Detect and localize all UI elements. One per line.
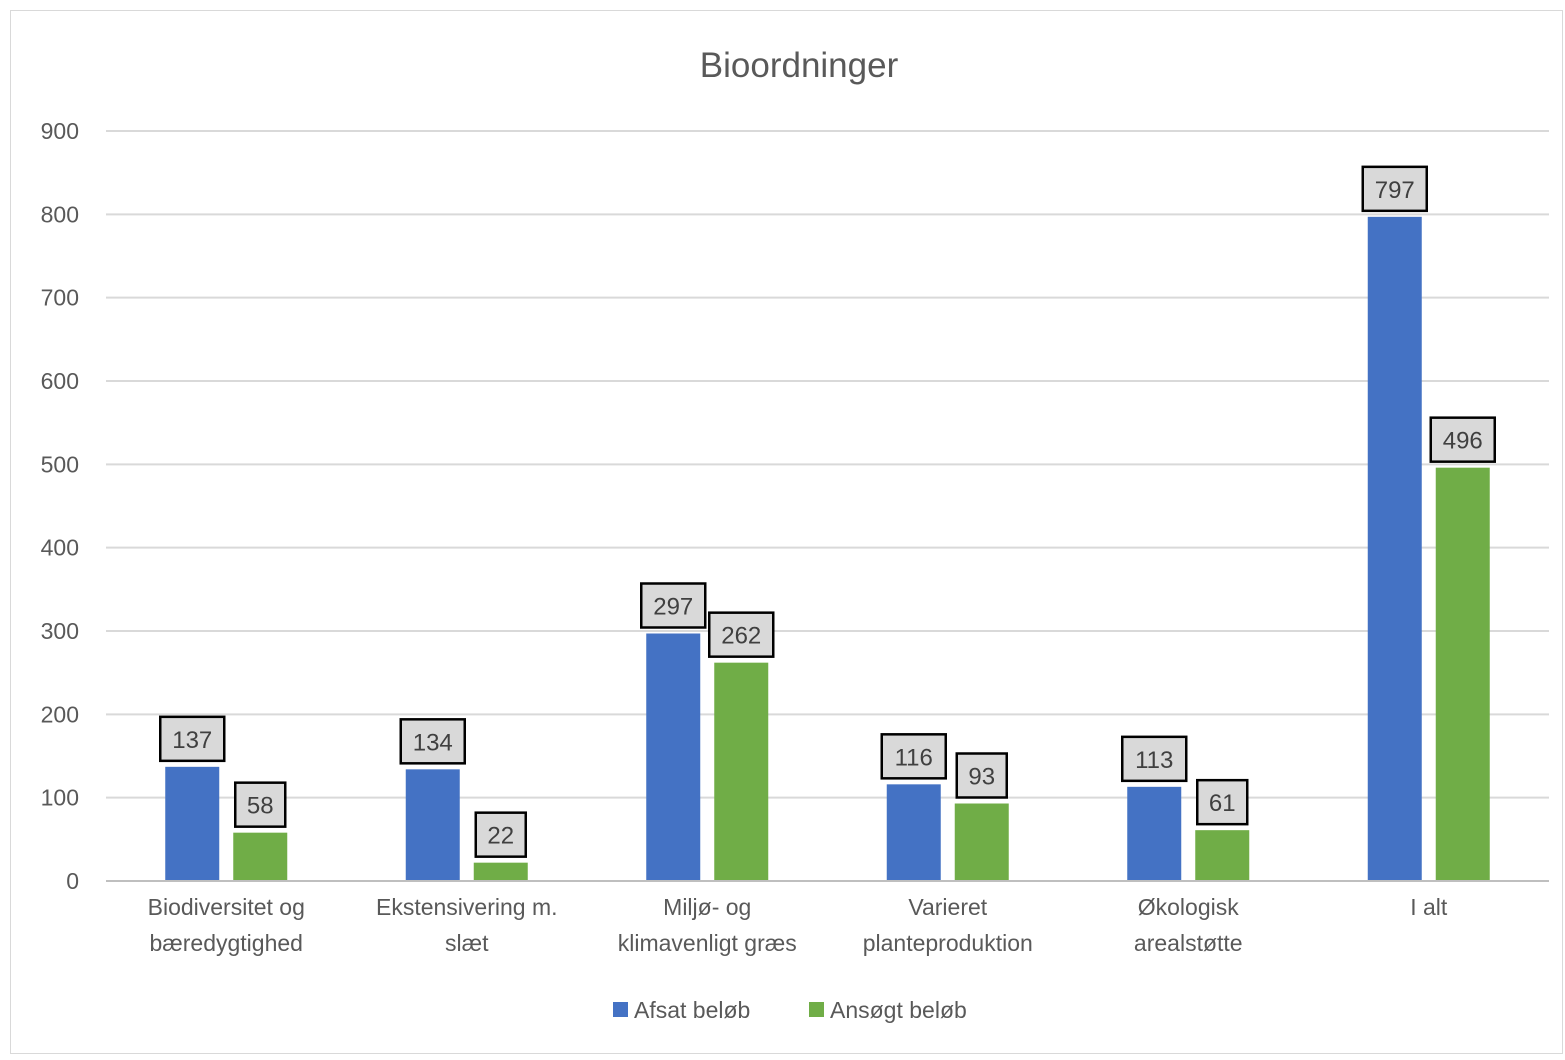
data-label-box xyxy=(1361,165,1428,213)
x-category-label: Biodiversitet og xyxy=(148,894,305,920)
data-label-value: 262 xyxy=(721,623,761,650)
y-tick-label: 600 xyxy=(41,368,79,394)
data-label: 58 xyxy=(234,781,287,828)
x-category-label: Økologisk xyxy=(1138,894,1239,920)
data-label-box xyxy=(880,733,947,780)
data-label-value: 22 xyxy=(487,823,514,850)
y-tick-label: 700 xyxy=(41,285,79,311)
data-labels: 137 58 134 22 297 262 116 93 113 61 797 496 xyxy=(159,165,1496,858)
y-axis: 0 100 200 300 400 500 600 700 800 900 xyxy=(41,118,79,894)
data-label: 496 xyxy=(1429,416,1496,463)
y-tick-label: 900 xyxy=(41,118,79,144)
gridlines xyxy=(106,130,1549,882)
data-label: 113 xyxy=(1121,735,1188,783)
bar-afsat-5 xyxy=(1367,216,1422,882)
chart-title: Bioordninger xyxy=(700,46,899,85)
data-label-value: 113 xyxy=(1135,747,1173,774)
chart-frame: Bioordninger 0 100 200 300 400 500 600 700 800 90… xyxy=(10,10,1563,1054)
data-label-value: 297 xyxy=(653,594,693,621)
bar-ansoegt-2 xyxy=(714,662,769,881)
data-label: 93 xyxy=(955,752,1008,799)
x-category-label: arealstøtte xyxy=(1134,930,1243,956)
x-category-label: slæt xyxy=(445,930,489,956)
bar-ansoegt-3 xyxy=(954,803,1009,881)
data-label: 134 xyxy=(399,718,466,765)
data-label-box xyxy=(708,611,775,658)
data-label: 797 xyxy=(1361,165,1428,213)
data-label-box xyxy=(955,752,1008,799)
legend-swatch xyxy=(809,1002,824,1017)
data-label-box xyxy=(640,582,707,629)
y-tick-label: 0 xyxy=(66,868,79,894)
legend: Afsat beløb Ansøgt beløb xyxy=(613,997,967,1023)
y-tick-label: 300 xyxy=(41,618,79,644)
data-label-value: 797 xyxy=(1375,177,1415,204)
data-label-value: 116 xyxy=(895,744,933,771)
x-category-label: I alt xyxy=(1410,894,1448,920)
data-label: 116 xyxy=(880,733,947,780)
bar-ansoegt-1 xyxy=(473,862,528,881)
data-label-value: 137 xyxy=(172,727,212,754)
bar-ansoegt-4 xyxy=(1195,830,1250,881)
y-tick-label: 400 xyxy=(41,535,79,561)
legend-swatch xyxy=(613,1002,628,1017)
data-label: 297 xyxy=(640,582,707,629)
bar-afsat-3 xyxy=(886,784,941,881)
data-label-value: 58 xyxy=(247,793,274,820)
y-tick-label: 100 xyxy=(41,785,79,811)
x-category-label: Ekstensivering m. xyxy=(376,894,558,920)
data-label-value: 496 xyxy=(1443,428,1483,455)
data-label: 137 xyxy=(159,715,226,763)
x-category-label: bæredygtighed xyxy=(150,930,303,956)
y-tick-label: 200 xyxy=(41,701,79,727)
data-label-box xyxy=(1429,416,1496,463)
data-label-value: 61 xyxy=(1209,790,1236,817)
data-label-box xyxy=(1196,778,1249,826)
data-label-box xyxy=(234,781,287,828)
bar-afsat-2 xyxy=(646,633,701,881)
data-label-box xyxy=(399,718,466,765)
x-category-label: klimavenligt græs xyxy=(618,930,797,956)
bar-afsat-0 xyxy=(165,766,220,881)
y-tick-label: 500 xyxy=(41,451,79,477)
legend-label: Ansøgt beløb xyxy=(830,997,967,1023)
data-label-box xyxy=(1121,735,1188,783)
bar-afsat-1 xyxy=(405,769,460,881)
data-label-value: 93 xyxy=(968,764,995,791)
bar-chart: Bioordninger 0 100 200 300 400 500 600 700 800 90… xyxy=(41,46,1549,1023)
data-label: 22 xyxy=(474,811,527,858)
bars xyxy=(165,216,1490,882)
data-label: 61 xyxy=(1196,778,1249,826)
bar-ansoegt-5 xyxy=(1435,467,1490,881)
y-tick-label: 800 xyxy=(41,201,79,227)
data-label: 262 xyxy=(708,611,775,658)
x-category-label: planteproduktion xyxy=(863,930,1033,956)
data-label-box xyxy=(474,811,527,858)
data-label-box xyxy=(159,715,226,763)
bar-afsat-4 xyxy=(1127,786,1182,881)
bar-ansoegt-0 xyxy=(233,832,288,881)
x-axis: Biodiversitet og bæredygtighed Ekstensiver… xyxy=(106,880,1549,956)
x-category-label: Miljø- og xyxy=(663,894,751,920)
x-category-label: Varieret xyxy=(908,894,987,920)
legend-label: Afsat beløb xyxy=(634,997,750,1023)
data-label-value: 134 xyxy=(413,729,453,756)
